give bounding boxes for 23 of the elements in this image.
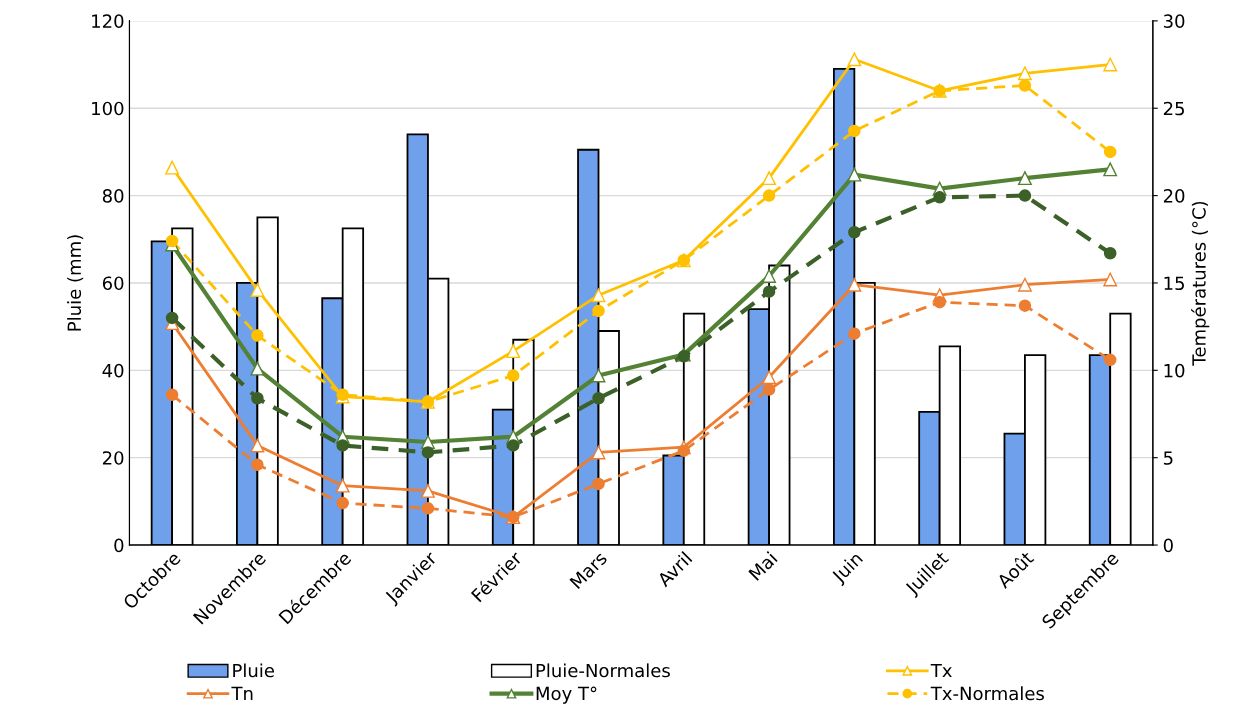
y-tick-label: 100 (92, 101, 124, 116)
legend-label: Tx (930, 663, 952, 678)
legend-label: Pluie-Normales (536, 663, 670, 678)
legend-label: Tn (231, 686, 253, 700)
legend-label: Pluie (233, 663, 274, 678)
y2-tick-label: 15 (1164, 276, 1184, 291)
y2-axis-title: Températures (°C) (1191, 201, 1210, 366)
y2-tick-label: 0 (1163, 538, 1173, 553)
y2-tick-label: 30 (1163, 14, 1185, 28)
legend-label: Moy T° (536, 686, 597, 704)
y-tick-label: 60 (102, 276, 124, 291)
y-tick-label: 40 (102, 363, 124, 378)
y-tick-label: 0 (114, 538, 124, 553)
y-tick-label: 120 (92, 14, 124, 28)
y2-tick-label: 20 (1163, 189, 1185, 203)
y2-tick-label: 5 (1163, 451, 1173, 465)
y-axis-title: Pluie (mm) (67, 235, 84, 331)
y2-tick-label: 10 (1164, 363, 1185, 378)
y2-tick-label: 25 (1163, 101, 1184, 116)
legend-label: Tx-Normales (930, 686, 1044, 701)
y-tick-label: 20 (102, 451, 124, 465)
y-tick-label: 80 (102, 189, 124, 203)
x-tick-label: Mai (747, 551, 778, 581)
